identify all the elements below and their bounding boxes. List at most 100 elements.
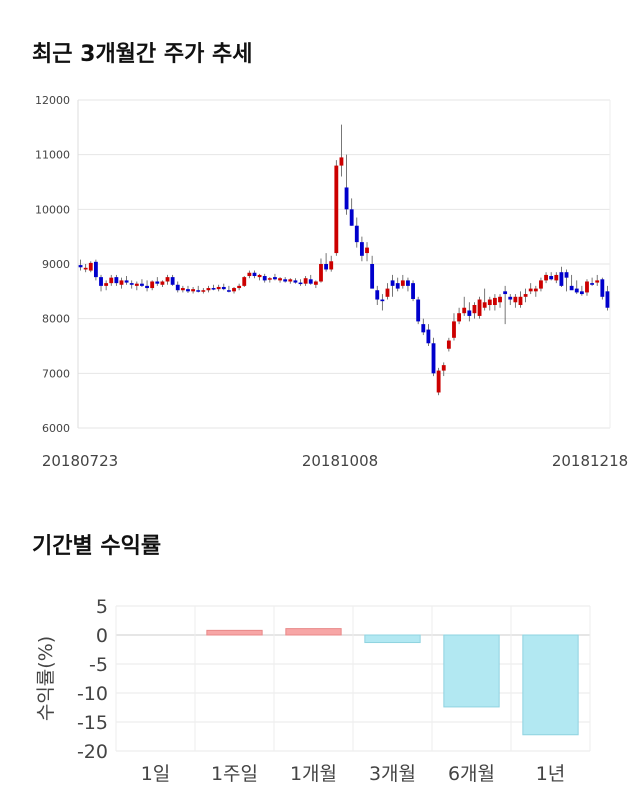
candle-body <box>345 187 349 209</box>
x-tick-label: 1년 <box>536 763 566 785</box>
candle-body <box>201 290 205 292</box>
y-axis-label: 수익률(%) <box>35 636 57 721</box>
candle-body <box>549 276 553 279</box>
candle-body <box>406 280 410 285</box>
candle-body <box>426 330 430 344</box>
candle-body <box>452 321 456 337</box>
candle-body <box>217 287 221 289</box>
candle-body <box>595 280 599 282</box>
candle-body <box>570 286 574 290</box>
y-tick-label: -20 <box>77 741 108 763</box>
candle-body <box>160 281 164 284</box>
y-tick-label: -5 <box>89 654 108 676</box>
candle-body <box>293 280 297 282</box>
candle-body <box>457 313 461 321</box>
candle-body <box>437 371 441 393</box>
candle-body <box>314 281 318 284</box>
y-tick-label: 0 <box>96 625 108 647</box>
candle-body <box>411 283 415 299</box>
candle-body <box>365 248 369 253</box>
candle-body <box>247 273 251 276</box>
y-tick-label: 12000 <box>35 94 70 107</box>
candle-body <box>401 280 405 285</box>
candle-body <box>565 272 569 277</box>
candle-body <box>166 277 170 281</box>
candle-body <box>416 300 420 322</box>
return-bar <box>286 629 341 635</box>
x-tick-label: 20180723 <box>42 452 118 470</box>
x-tick-label: 20181218 <box>552 452 628 470</box>
candle-body <box>508 297 512 300</box>
candle-body <box>580 291 584 294</box>
candle-body <box>519 297 523 305</box>
candle-body <box>140 284 144 286</box>
candle-body <box>483 302 487 307</box>
candle-body <box>329 261 333 269</box>
candle-body <box>554 275 558 280</box>
candle-body <box>391 280 395 285</box>
x-tick-label: 1일 <box>141 763 171 785</box>
candle-body <box>524 294 528 297</box>
candle-body <box>529 289 533 292</box>
candle-body <box>544 275 548 280</box>
x-tick-label: 1개월 <box>290 763 337 785</box>
candle-body <box>600 279 604 296</box>
candle-body <box>513 297 517 302</box>
candle-body <box>120 280 124 284</box>
candle-body <box>176 285 180 290</box>
y-tick-label: 9000 <box>42 258 70 271</box>
candle-body <box>304 278 308 283</box>
candle-body <box>575 289 579 293</box>
candle-body <box>386 289 390 297</box>
candle-body <box>370 264 374 289</box>
candle-body <box>559 272 563 286</box>
candle-body <box>606 291 610 307</box>
return-bar <box>365 635 420 643</box>
x-tick-label: 20181008 <box>302 452 378 470</box>
candle-body <box>222 287 226 289</box>
candle-body <box>99 277 103 286</box>
candlestick-chart: 12000 11000 10000 9000 8000 7000 6000 20180723 2… <box>0 0 640 490</box>
y-tick-label: 6000 <box>42 422 70 435</box>
candle-body <box>191 289 195 291</box>
candle-body <box>350 209 354 225</box>
y-tick-label: 7000 <box>42 367 70 380</box>
candle-body <box>109 278 113 283</box>
candle-body <box>145 286 149 288</box>
candle-body <box>232 288 236 291</box>
candle-body <box>396 283 400 288</box>
y-tick-label: -15 <box>77 712 108 734</box>
candle-body <box>498 297 502 302</box>
candle-body <box>104 283 108 286</box>
candle-body <box>207 288 211 290</box>
candle-body <box>181 288 185 290</box>
candle-body <box>273 277 277 279</box>
y-tick-label: 8000 <box>42 313 70 326</box>
candle-body <box>462 308 466 313</box>
candle-body <box>447 341 451 349</box>
candle-body <box>585 281 589 292</box>
candle-body <box>94 262 98 277</box>
candle-body <box>539 280 543 288</box>
candle-body <box>319 264 323 281</box>
candle-body <box>237 286 241 288</box>
candle-body <box>150 281 154 288</box>
candle-body <box>258 275 262 277</box>
candle-body <box>534 289 538 292</box>
candle-body <box>375 290 379 299</box>
candle-body <box>227 290 231 292</box>
candle-body <box>442 365 446 370</box>
candle-body <box>493 298 497 305</box>
x-tick-label: 6개월 <box>448 763 495 785</box>
candle-body <box>478 300 482 316</box>
candle-body <box>186 289 190 291</box>
candle-body <box>324 264 328 269</box>
candle-body <box>263 276 267 280</box>
return-bar <box>523 635 578 735</box>
x-tick-label: 1주일 <box>211 763 258 785</box>
candle-body <box>268 278 272 280</box>
y-tick-label: -10 <box>77 683 108 705</box>
candle-body <box>421 324 425 332</box>
candle-body <box>380 300 384 302</box>
candle-body <box>171 277 175 285</box>
